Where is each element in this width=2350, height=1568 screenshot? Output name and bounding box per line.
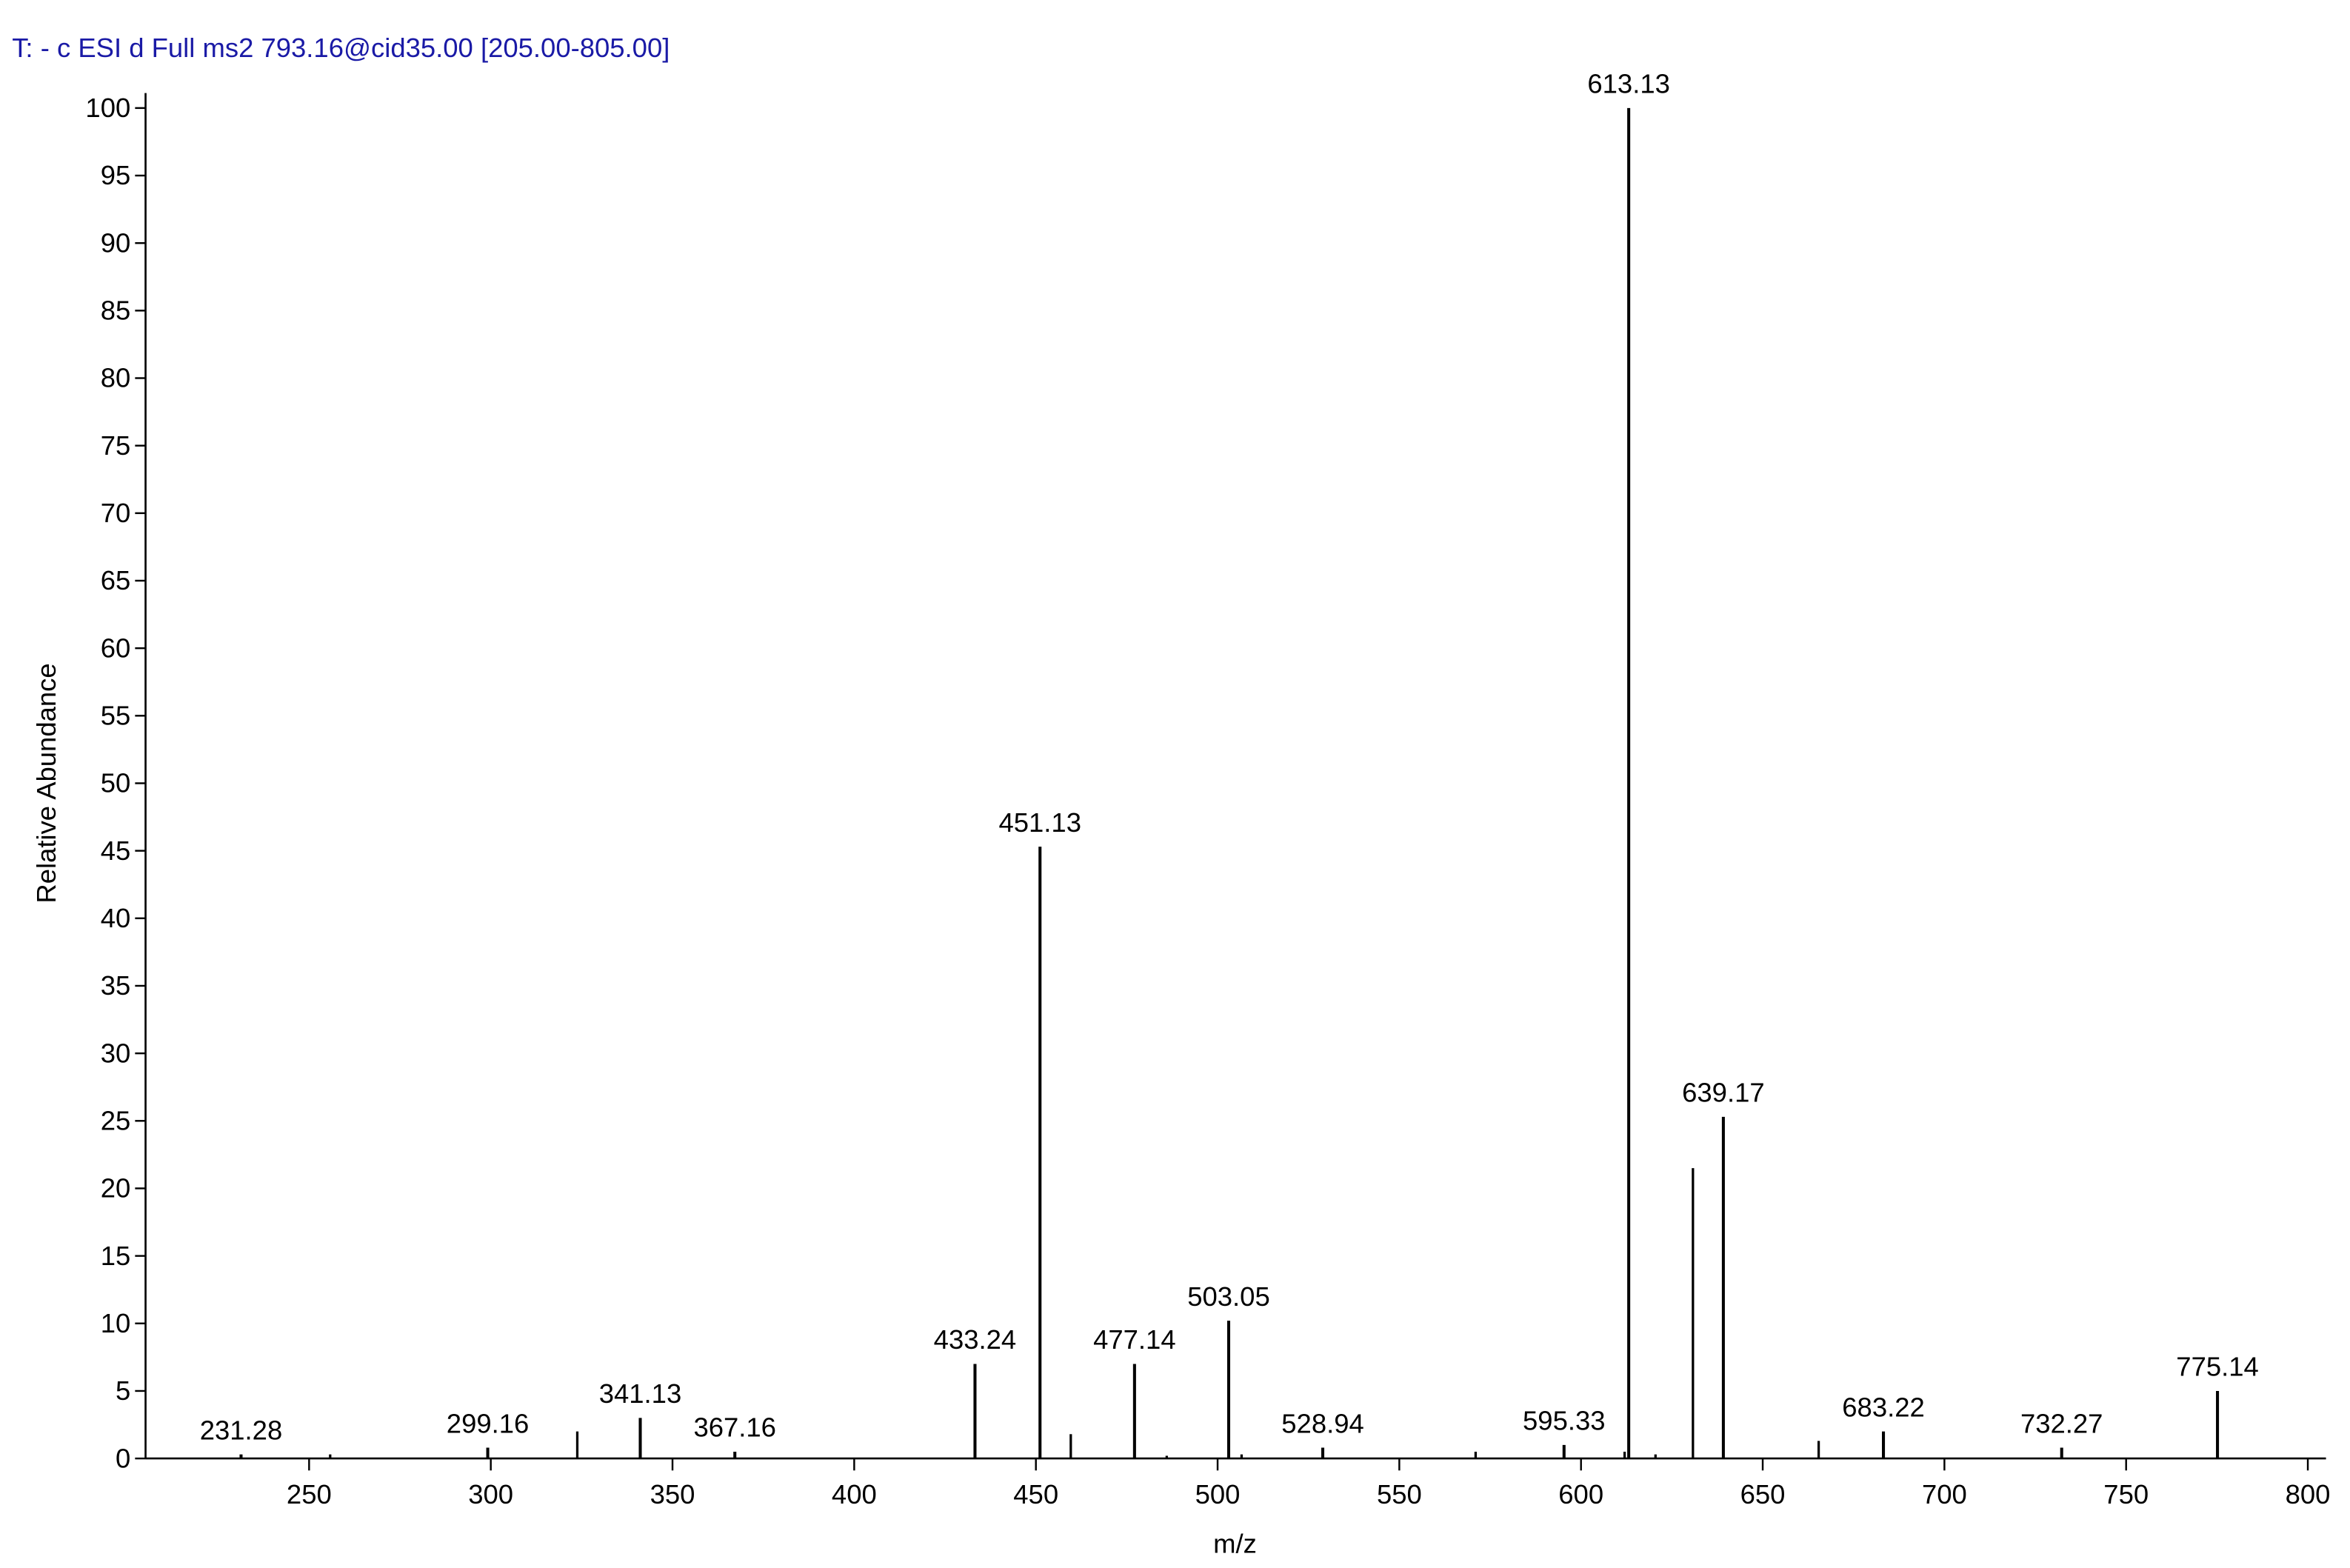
y-tick-label: 100 — [85, 93, 130, 123]
x-tick-label: 600 — [1558, 1479, 1603, 1509]
x-tick-label: 400 — [832, 1479, 877, 1509]
x-tick-label: 500 — [1195, 1479, 1241, 1509]
y-tick-label: 0 — [116, 1443, 130, 1473]
x-axis-label: m/z — [1213, 1529, 1257, 1559]
y-tick-label: 85 — [101, 296, 131, 326]
peak-label: 528.94 — [1281, 1408, 1364, 1438]
x-tick-label: 300 — [468, 1479, 513, 1509]
peak-label: 775.14 — [2176, 1352, 2259, 1382]
y-tick-label: 20 — [101, 1173, 131, 1204]
x-tick-label: 450 — [1013, 1479, 1058, 1509]
x-tick-label: 800 — [2286, 1479, 2331, 1509]
y-tick-label: 95 — [101, 160, 131, 190]
x-tick-label: 350 — [650, 1479, 695, 1509]
y-tick-label: 10 — [101, 1308, 131, 1338]
y-tick-label: 30 — [101, 1038, 131, 1068]
peak-label: 595.33 — [1523, 1406, 1606, 1436]
x-tick-label: 650 — [1740, 1479, 1786, 1509]
peak-label: 341.13 — [599, 1378, 682, 1409]
y-axis-label: Relative Abundance — [31, 663, 61, 903]
y-tick-label: 70 — [101, 498, 131, 528]
peak-label: 367.16 — [693, 1412, 776, 1443]
peak-label: 732.27 — [2020, 1408, 2103, 1438]
x-tick-label: 250 — [287, 1479, 332, 1509]
chart-title: T: - c ESI d Full ms2 793.16@cid35.00 [2… — [12, 33, 670, 63]
x-tick-label: 750 — [2103, 1479, 2149, 1509]
peak-label: 613.13 — [1587, 69, 1670, 99]
peak-label: 503.05 — [1187, 1281, 1270, 1312]
y-tick-label: 5 — [116, 1375, 130, 1406]
peak-label: 477.14 — [1093, 1324, 1176, 1355]
x-tick-label: 550 — [1377, 1479, 1422, 1509]
y-tick-label: 60 — [101, 633, 131, 663]
peak-label: 451.13 — [998, 807, 1081, 838]
y-tick-label: 80 — [101, 363, 131, 393]
x-tick-label: 700 — [1922, 1479, 1967, 1509]
y-tick-label: 40 — [101, 903, 131, 933]
y-tick-label: 55 — [101, 700, 131, 730]
y-tick-label: 25 — [101, 1105, 131, 1135]
y-tick-label: 50 — [101, 768, 131, 798]
y-tick-label: 35 — [101, 970, 131, 1001]
y-tick-label: 90 — [101, 227, 131, 258]
y-tick-label: 65 — [101, 565, 131, 595]
peak-label: 639.17 — [1682, 1078, 1765, 1108]
y-tick-label: 75 — [101, 430, 131, 461]
peak-label: 299.16 — [447, 1408, 530, 1438]
peak-label: 433.24 — [934, 1324, 1017, 1355]
y-tick-label: 45 — [101, 835, 131, 866]
peak-label: 683.22 — [1842, 1392, 1925, 1422]
peak-label: 231.28 — [200, 1415, 283, 1445]
y-tick-label: 15 — [101, 1241, 131, 1271]
